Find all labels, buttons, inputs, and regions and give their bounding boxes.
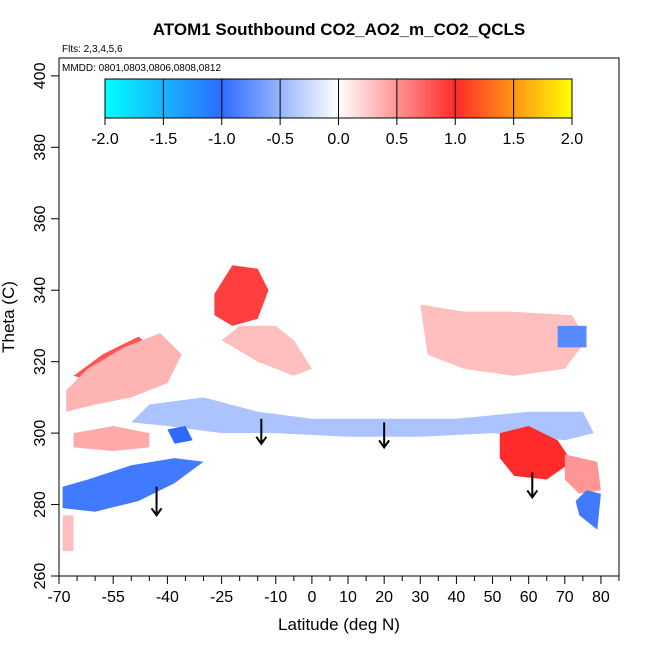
x-tick-label: -10 xyxy=(264,589,287,606)
plot-frame xyxy=(58,57,620,577)
y-tick-label: 320 xyxy=(32,348,49,375)
colorbar: -2.0 -1.5 -1.0 -0.5 0.0 0.5 1.0 1.5 2.0 xyxy=(91,78,583,148)
y-axis-label: Theta (C) xyxy=(0,281,18,353)
down-arrow xyxy=(526,472,539,500)
heatmap-regions xyxy=(59,261,601,551)
x-tick-label: 30 xyxy=(411,589,429,606)
x-tick-label: 50 xyxy=(484,589,502,606)
down-arrow xyxy=(150,486,163,517)
heatmap-region xyxy=(167,426,193,444)
heatmap-region xyxy=(73,426,150,451)
arrow-head xyxy=(150,507,163,517)
arrow-head xyxy=(255,436,268,446)
heatmap-region xyxy=(557,325,587,348)
x-tick-label: 60 xyxy=(520,589,538,606)
y-tick-label: 360 xyxy=(32,205,49,232)
y-tick-label: 380 xyxy=(32,134,49,161)
heatmap-region xyxy=(214,265,269,326)
x-tick-label: 10 xyxy=(339,589,357,606)
colorbar-tick-label: -0.5 xyxy=(266,131,294,148)
down-arrow xyxy=(255,418,268,446)
flights-label: Flts: 2,3,4,5,6 xyxy=(62,44,123,55)
y-tick-label: 260 xyxy=(32,563,49,590)
colorbar-tick-label: -1.5 xyxy=(150,131,178,148)
x-tick-label: -25 xyxy=(210,589,233,606)
heatmap-region xyxy=(221,325,312,376)
arrow-head xyxy=(526,489,539,500)
heatmap-region xyxy=(62,458,204,512)
y-tick-label: 400 xyxy=(32,62,49,89)
heatmap-region xyxy=(420,304,587,376)
x-tick-label: 20 xyxy=(375,589,393,606)
heatmap-region xyxy=(131,397,594,441)
heatmap-region xyxy=(564,454,601,494)
heatmap-region xyxy=(66,333,182,412)
x-axis-label: Latitude (deg N) xyxy=(278,615,400,634)
arrow-head xyxy=(378,439,390,450)
dates-label: MMDD: 0801,0803,0806,0808,0812 xyxy=(62,63,221,74)
colorbar-tick-label: 1.5 xyxy=(503,131,525,148)
colorbar-tick-label: -2.0 xyxy=(91,131,119,148)
x-axis: -70 -55 -40 -25 -10 0 10 20 30 40 50 60 70 80 xyxy=(47,576,620,606)
y-tick-label: 340 xyxy=(32,277,49,304)
x-tick-label: 0 xyxy=(307,589,316,606)
heatmap-region xyxy=(575,490,601,530)
x-tick-label: 80 xyxy=(592,589,610,606)
colorbar-ticks: -2.0 -1.5 -1.0 -0.5 0.0 0.5 1.0 1.5 2.0 xyxy=(91,79,583,148)
down-arrow xyxy=(378,422,390,450)
colorbar-tick-label: 0.0 xyxy=(327,131,349,148)
x-tick-label: 40 xyxy=(448,589,466,606)
x-tick-label: -70 xyxy=(47,589,70,606)
colorbar-tick-label: 0.5 xyxy=(386,131,408,148)
colorbar-tick-label: -1.0 xyxy=(208,131,236,148)
x-tick-label: -55 xyxy=(102,589,125,606)
arrow-annotations xyxy=(150,418,539,517)
y-tick-label: 280 xyxy=(32,491,49,518)
colorbar-tick-label: 1.0 xyxy=(444,131,466,148)
heatmap-region xyxy=(499,426,572,480)
y-axis: 260 280 300 320 340 360 380 400 xyxy=(32,62,59,589)
x-tick-label: 70 xyxy=(556,589,574,606)
x-tick-label: -40 xyxy=(156,589,179,606)
heatmap-region xyxy=(62,515,74,551)
chart-title: ATOM1 Southbound CO2_AO2_m_CO2_QCLS xyxy=(153,20,525,39)
colorbar-tick-label: 2.0 xyxy=(561,131,583,148)
y-tick-label: 300 xyxy=(32,420,49,447)
plot-area xyxy=(59,261,601,551)
